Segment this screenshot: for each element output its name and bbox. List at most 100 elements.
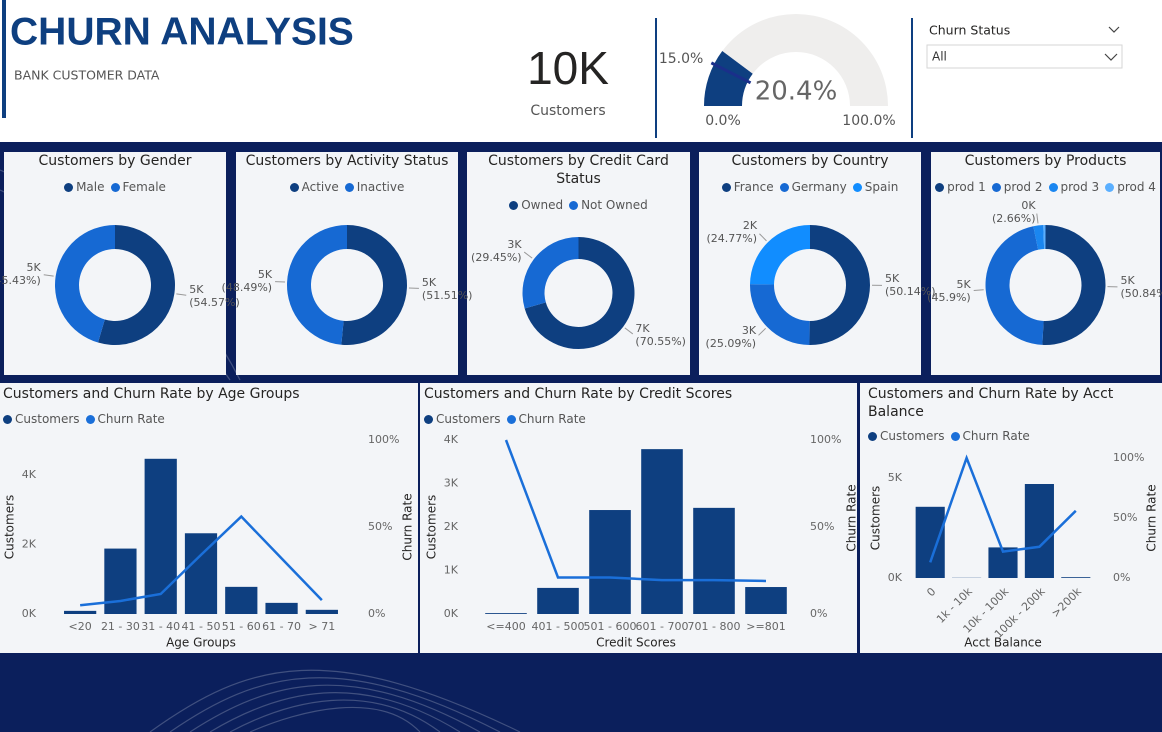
legend-item: Active [289,180,339,194]
legend-marker [991,182,1001,192]
legend-item: France [721,180,774,194]
panel-title: Customers by Gender [38,153,192,169]
legend-label: Not Owned [581,198,648,212]
legend-marker [721,182,731,192]
bar [144,458,177,614]
legend-marker [1048,182,1058,192]
legend-item: prod 4 [1105,180,1156,194]
line [929,454,1077,563]
y-tick-label: 3K [444,477,459,490]
y2-axis-title: Churn Rate [845,484,859,551]
panels [0,152,1162,653]
data-label: 5K (45.43%) [0,261,41,288]
legend-marker [569,200,579,210]
legend-label: Churn Rate [962,429,1030,443]
legend-item: Customers [424,412,501,426]
legend-marker [935,182,945,192]
slicer-collapse[interactable] [1108,26,1120,33]
gauge-target-label: 15.0% [659,51,703,67]
legend-item: prod 2 [991,180,1043,194]
legend-label: France [733,180,774,194]
bar [693,507,735,614]
donut-slice [98,225,176,346]
line [80,514,323,607]
y-tick-label: 1K [444,564,459,577]
leader-line [176,293,187,296]
y2-tick-label: 0% [368,607,385,620]
x-tick-label: 21 - 30 [101,620,140,633]
donut-slice [809,225,870,345]
leader-line [759,233,767,242]
y-axis-title: Customers [425,495,439,560]
legend: Male Female [4,180,226,194]
y-tick-label: 0K [444,607,459,620]
legend-item: Churn Rate [950,429,1030,443]
gauge-tick-label: 100.0% [842,113,895,129]
leader-line [758,327,767,336]
bar [225,586,258,614]
legend-item: Inactive [344,180,405,194]
legend-item: Female [110,180,166,194]
legend-marker [344,182,354,192]
donut-slice [524,237,635,350]
data-label: 5K (51.51%) [421,275,473,302]
x-tick-label: <=400 [486,620,525,633]
legend-item: Male [64,180,105,194]
y2-tick-label: 100% [368,433,399,446]
y2-tick-label: 100% [1113,451,1144,464]
legend: Customers Churn Rate [868,429,1030,443]
legend-marker [289,182,299,192]
legend-item: prod 1 [935,180,986,194]
x-tick-label: 501 - 600 [584,620,637,633]
y2-tick-label: 50% [810,520,834,533]
y-axis-title: Customers [3,495,17,560]
legend-marker [852,182,862,192]
legend-label: Churn Rate [518,412,586,426]
legend-item: Churn Rate [506,412,586,426]
slicer-title: Churn Status [929,23,1010,38]
legend-label: prod 4 [1117,180,1156,194]
bar [1061,577,1091,578]
x-tick-label: 701 - 800 [688,620,741,633]
leader-line [973,289,984,291]
y-axis-title: Customers [869,486,883,551]
header-background [0,0,1162,142]
dropdown-arrow[interactable] [1104,53,1118,61]
slicer-dropdown[interactable] [926,44,1123,69]
y2-tick-label: 50% [1113,511,1137,524]
x-tick-label: 401 - 500 [532,620,585,633]
bar [589,510,631,614]
legend-marker [110,182,120,192]
page-subtitle: BANK CUSTOMER DATA [14,68,160,83]
bar [184,533,218,614]
legend-marker [506,414,516,424]
leader-line [43,274,54,277]
legend-label: Churn Rate [97,412,165,426]
bar [265,602,298,614]
legend-label: Germany [791,180,847,194]
bar [641,449,683,614]
legend-marker [424,414,433,424]
y-tick-label: 2K [444,520,459,533]
legend-label: Active [301,180,339,194]
bar [1024,484,1054,578]
legend: prod 1 prod 2 prod 3 prod 4 [931,180,1160,194]
legend-label: prod 1 [947,180,986,194]
y-tick-label: 4K [444,433,459,446]
legend-marker [3,414,12,424]
x-tick-label: 31 - 40 [141,620,180,633]
data-label: 0K (2.66%) [992,198,1036,225]
x-tick-label: 51 - 60 [222,620,261,633]
legend-item: Not Owned [569,198,648,212]
y-tick-label: 2K [22,537,37,550]
kpi-value: 10K [527,42,609,94]
legend-label: Male [76,180,105,194]
y-tick-label: 5K [888,471,903,484]
x-tick-label: <20 [69,620,92,633]
slicer-value: All [932,50,947,64]
donut-slice [341,225,407,345]
legend-label: Inactive [356,180,405,194]
bar [537,587,579,614]
